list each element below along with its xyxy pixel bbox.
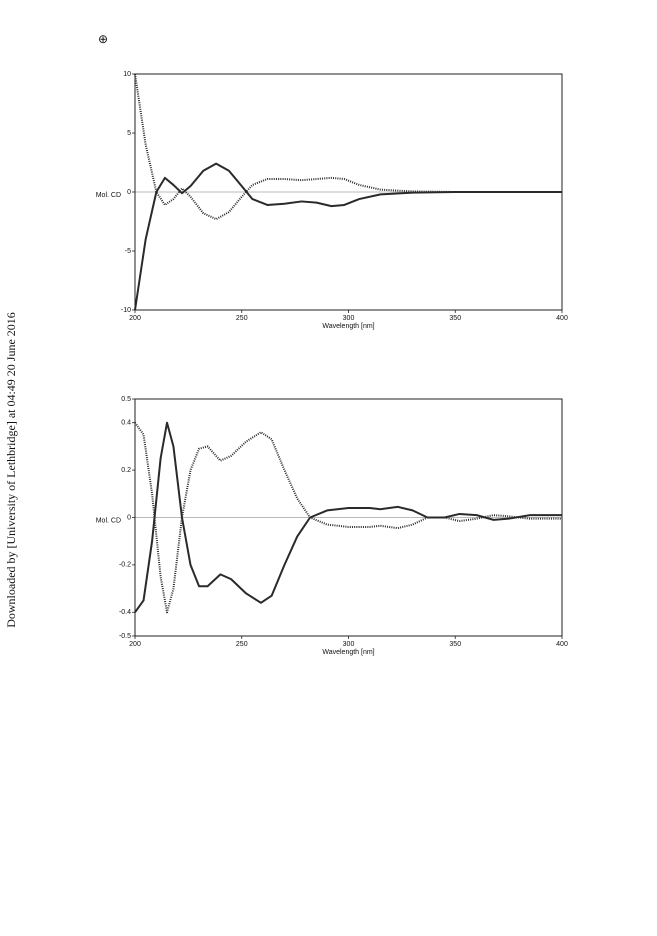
x-tick-label: 400 [556, 315, 568, 322]
y-tick-label: 10 [123, 71, 131, 78]
y-tick-label: 0 [127, 189, 131, 196]
y-tick-label: -0.5 [119, 633, 131, 640]
x-tick-label: 200 [129, 641, 141, 648]
y-tick-label: 0 [127, 514, 131, 521]
x-axis-label: Wavelength [nm] [322, 649, 374, 656]
data-line [134, 421, 562, 613]
x-tick-label: 350 [449, 641, 461, 648]
y-tick-label: -0.2 [119, 562, 131, 569]
x-axis-label: Wavelength [nm] [322, 323, 374, 330]
x-tick-label: 250 [236, 315, 248, 322]
y-tick-label: 0.5 [121, 396, 131, 403]
y-axis-label: Mol. CD [96, 192, 121, 199]
download-note: Downloaded by [University of Lethbridge]… [4, 312, 18, 628]
plot-frame [134, 398, 563, 637]
y-tick-label: -5 [125, 248, 131, 255]
data-line [134, 162, 562, 311]
y-tick-label: 0.4 [121, 420, 131, 427]
symbol: ⊕ [98, 32, 108, 46]
y-axis-label: Mol. CD [96, 517, 121, 524]
x-tick-label: 300 [343, 315, 355, 322]
x-tick-label: 400 [556, 641, 568, 648]
x-tick-label: 200 [129, 315, 141, 322]
y-tick-label: -10 [121, 307, 131, 314]
y-tick-label: -0.4 [119, 609, 131, 616]
x-tick-label: 300 [343, 641, 355, 648]
y-tick-label: 0.2 [121, 467, 131, 474]
y-tick-label: 5 [127, 130, 131, 137]
x-tick-label: 350 [449, 315, 461, 322]
data-line [134, 73, 562, 221]
x-tick-label: 250 [236, 641, 248, 648]
plot-frame [134, 73, 563, 311]
